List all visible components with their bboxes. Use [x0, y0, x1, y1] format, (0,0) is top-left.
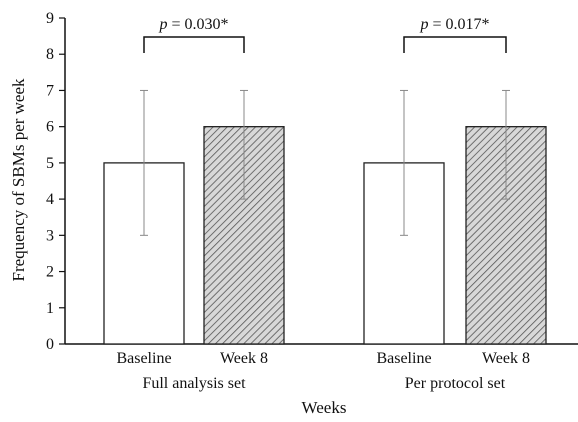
y-tick-label: 8	[46, 46, 54, 63]
y-axis-title: Frequency of SBMs per week	[9, 78, 28, 282]
y-tick-label: 4	[46, 191, 54, 208]
x-axis-title: Weeks	[302, 398, 347, 417]
y-tick-label: 1	[46, 300, 54, 317]
y-tick-label: 0	[46, 336, 54, 353]
category-label: Week 8	[220, 350, 268, 367]
y-tick-label: 7	[46, 82, 54, 99]
category-label: Baseline	[376, 350, 431, 367]
p-value-label: p = 0.030*	[158, 16, 228, 33]
group-label: Per protocol set	[405, 375, 506, 392]
y-tick-label: 3	[46, 227, 54, 244]
category-label: Baseline	[116, 350, 171, 367]
y-tick-label: 6	[46, 119, 54, 136]
category-label: Week 8	[482, 350, 530, 367]
y-tick-label: 2	[46, 264, 54, 281]
y-tick-label: 5	[46, 155, 54, 172]
y-tick-label: 9	[46, 10, 54, 27]
significance-bracket	[143, 36, 245, 53]
group-label: Full analysis set	[142, 375, 246, 392]
significance-bracket	[403, 36, 507, 53]
p-value-label: p = 0.017*	[419, 16, 489, 33]
